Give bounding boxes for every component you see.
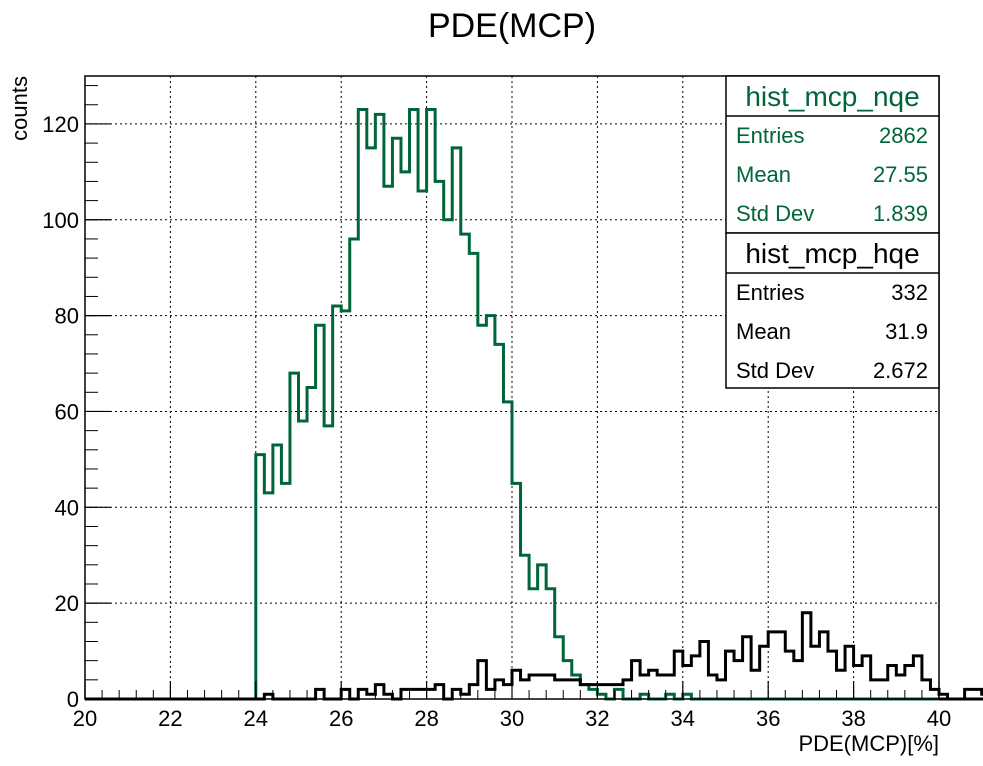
x-axis-label: PDE(MCP)[%]	[798, 731, 939, 756]
x-tick-label: 20	[73, 706, 97, 731]
stats-row-value: 31.9	[885, 319, 928, 344]
x-tick-label: 22	[158, 706, 182, 731]
x-tick-label: 38	[841, 706, 865, 731]
stats-row-label: Std Dev	[736, 201, 814, 226]
y-tick-label: 80	[55, 304, 79, 329]
stats-box-hist-mcp-hqe: hist_mcp_hqe Entries 332 Mean 31.9 Std Dev 2.6…	[725, 232, 940, 389]
stats-box-title: hist_mcp_nqe	[745, 81, 919, 112]
stats-row-label: Entries	[736, 280, 804, 305]
x-tick-label: 26	[329, 706, 353, 731]
x-tick-label: 34	[671, 706, 695, 731]
stats-row-label: Mean	[736, 319, 791, 344]
stats-row-value: 2.672	[873, 358, 928, 383]
stats-boxes: hist_mcp_nqe Entries 2862 Mean 27.55 Std Dev 1…	[725, 75, 940, 389]
y-axis-label: counts	[7, 76, 32, 141]
x-tick-label: 24	[244, 706, 268, 731]
y-tick-label: 0	[67, 687, 79, 712]
stats-box-frame	[725, 75, 940, 234]
stats-row-value: 1.839	[873, 201, 928, 226]
chart-title: PDE(MCP)	[428, 7, 596, 45]
stats-row-label: Entries	[736, 123, 804, 148]
x-tick-label: 40	[927, 706, 951, 731]
stats-row-value: 2862	[879, 123, 928, 148]
x-tick-label: 28	[414, 706, 438, 731]
x-tick-label: 32	[585, 706, 609, 731]
y-tick-label: 120	[42, 112, 79, 137]
stats-row-value: 27.55	[873, 162, 928, 187]
x-tick-label: 30	[500, 706, 524, 731]
y-tick-label: 40	[55, 495, 79, 520]
x-tick-label: 36	[756, 706, 780, 731]
stats-row-value: 332	[891, 280, 928, 305]
y-tick-label: 100	[42, 208, 79, 233]
stats-box-frame	[725, 232, 940, 389]
stats-box-hist-mcp-nqe: hist_mcp_nqe Entries 2862 Mean 27.55 Std Dev 1…	[725, 75, 940, 234]
stats-box-title: hist_mcp_hqe	[745, 238, 919, 269]
y-tick-label: 60	[55, 399, 79, 424]
histogram-hist-mcp-hqe	[85, 611, 983, 701]
stats-row-label: Mean	[736, 162, 791, 187]
y-tick-label: 20	[55, 591, 79, 616]
stats-row-label: Std Dev	[736, 358, 814, 383]
